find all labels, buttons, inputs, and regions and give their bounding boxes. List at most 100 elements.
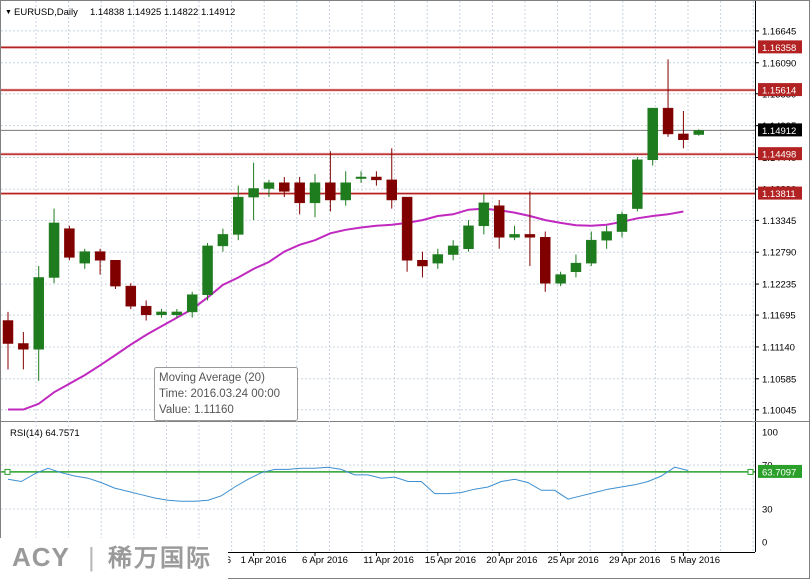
candle-body bbox=[217, 234, 229, 247]
time-tick-label: 25 Apr 2016 bbox=[548, 555, 599, 566]
candle[interactable] bbox=[217, 228, 229, 252]
candle[interactable] bbox=[540, 231, 551, 292]
candle[interactable] bbox=[616, 211, 628, 238]
candle[interactable] bbox=[64, 225, 75, 261]
candle-body bbox=[463, 225, 474, 250]
candle[interactable] bbox=[48, 208, 60, 284]
candle[interactable] bbox=[2, 311, 14, 370]
candle-body bbox=[140, 305, 152, 316]
candle-body bbox=[48, 222, 60, 278]
tooltip-box bbox=[154, 367, 298, 421]
candle-body bbox=[386, 179, 397, 201]
price-tick-label: 1.10045 bbox=[762, 405, 796, 416]
candle[interactable] bbox=[493, 199, 505, 249]
candle-body bbox=[401, 196, 413, 261]
candle-body bbox=[662, 107, 674, 135]
level-badge-label: 1.14912 bbox=[762, 126, 796, 137]
candle-body bbox=[371, 176, 382, 181]
candle-body bbox=[263, 182, 275, 189]
candle-body bbox=[279, 182, 290, 192]
time-tick-label: 15 Apr 2016 bbox=[425, 555, 476, 566]
candle[interactable] bbox=[463, 220, 474, 252]
candle[interactable] bbox=[186, 291, 198, 318]
candle-body bbox=[64, 228, 75, 258]
candle[interactable] bbox=[632, 156, 643, 212]
candle-body bbox=[233, 196, 244, 235]
price-tick-label: 1.11140 bbox=[762, 342, 795, 353]
rsi-tick-label: 0 bbox=[762, 538, 767, 549]
candle[interactable] bbox=[233, 185, 244, 241]
candle[interactable] bbox=[478, 194, 490, 235]
candle[interactable] bbox=[371, 171, 382, 186]
candle[interactable] bbox=[417, 251, 428, 278]
candle[interactable] bbox=[647, 107, 658, 166]
candle[interactable] bbox=[263, 179, 275, 198]
candle-body bbox=[616, 214, 628, 232]
candle[interactable] bbox=[678, 110, 689, 149]
candle[interactable] bbox=[279, 177, 290, 198]
rsi-label: RSI(14) 64.7571 bbox=[10, 428, 80, 439]
candles-layer bbox=[2, 59, 704, 381]
price-badges: 1.16358 1.15614 1.14912 1.14498 1.13811 bbox=[758, 40, 802, 200]
candle[interactable] bbox=[524, 191, 536, 266]
candle[interactable] bbox=[248, 162, 259, 221]
candle[interactable] bbox=[110, 260, 121, 289]
logo-brand: ACY bbox=[12, 542, 70, 572]
candle[interactable] bbox=[171, 309, 183, 318]
ma-tooltip: Moving Average (20) Time: 2016.03.24 00:… bbox=[154, 367, 298, 421]
price-tick-label: 1.10585 bbox=[762, 374, 796, 385]
candle[interactable] bbox=[94, 248, 106, 275]
ma-line[interactable] bbox=[8, 207, 684, 411]
candle[interactable] bbox=[325, 151, 336, 212]
candle-body bbox=[447, 245, 459, 255]
chart-header: ▼ EURUSD,Daily 1.14838 1.14925 1.14822 1… bbox=[5, 7, 235, 18]
candle-body bbox=[125, 285, 137, 307]
candle[interactable] bbox=[294, 177, 305, 215]
candle-body bbox=[309, 182, 321, 204]
candle[interactable] bbox=[432, 248, 444, 269]
candle-body bbox=[678, 133, 689, 140]
candle[interactable] bbox=[340, 171, 351, 206]
candle-body bbox=[540, 237, 551, 284]
candle[interactable] bbox=[355, 171, 367, 183]
rsi-level-handle[interactable] bbox=[747, 468, 754, 475]
candle[interactable] bbox=[570, 254, 582, 278]
rsi-layer: 1007030063.7097 bbox=[1, 428, 802, 549]
candle-body bbox=[294, 182, 305, 204]
candle-body bbox=[171, 311, 183, 316]
candle-body bbox=[202, 245, 213, 295]
candle-body bbox=[186, 294, 198, 313]
rsi-line[interactable] bbox=[7, 466, 689, 502]
logo-separator: | bbox=[88, 542, 96, 572]
candle[interactable] bbox=[18, 332, 29, 370]
collapse-icon[interactable]: ▼ bbox=[5, 9, 12, 16]
candle[interactable] bbox=[386, 148, 397, 209]
candle[interactable] bbox=[447, 240, 459, 261]
candle[interactable] bbox=[555, 271, 566, 287]
candle[interactable] bbox=[33, 265, 44, 381]
level-badge-label: 1.13811 bbox=[762, 189, 796, 200]
tooltip-value: Value: 1.11160 bbox=[159, 404, 234, 416]
candle[interactable] bbox=[79, 248, 90, 269]
logo-backdrop bbox=[0, 538, 228, 579]
candle-body bbox=[647, 107, 658, 161]
candle[interactable] bbox=[586, 231, 597, 266]
candle[interactable] bbox=[401, 196, 413, 272]
price-tick-label: 1.12235 bbox=[762, 280, 796, 291]
candle[interactable] bbox=[601, 225, 612, 249]
logo-chinese: 稀万国际 bbox=[108, 544, 212, 572]
candle[interactable] bbox=[202, 243, 213, 301]
candle-body bbox=[478, 202, 490, 227]
level-badge bbox=[758, 40, 802, 54]
rsi-level-handle[interactable] bbox=[4, 468, 11, 475]
candle[interactable] bbox=[140, 300, 152, 321]
level-badge bbox=[758, 147, 802, 161]
candle[interactable] bbox=[125, 283, 137, 310]
price-tick-label: 1.13345 bbox=[762, 216, 796, 227]
candle[interactable] bbox=[693, 129, 704, 136]
candle[interactable] bbox=[509, 225, 520, 241]
candle[interactable] bbox=[309, 174, 321, 218]
candle[interactable] bbox=[662, 59, 674, 137]
candle[interactable] bbox=[156, 309, 167, 318]
